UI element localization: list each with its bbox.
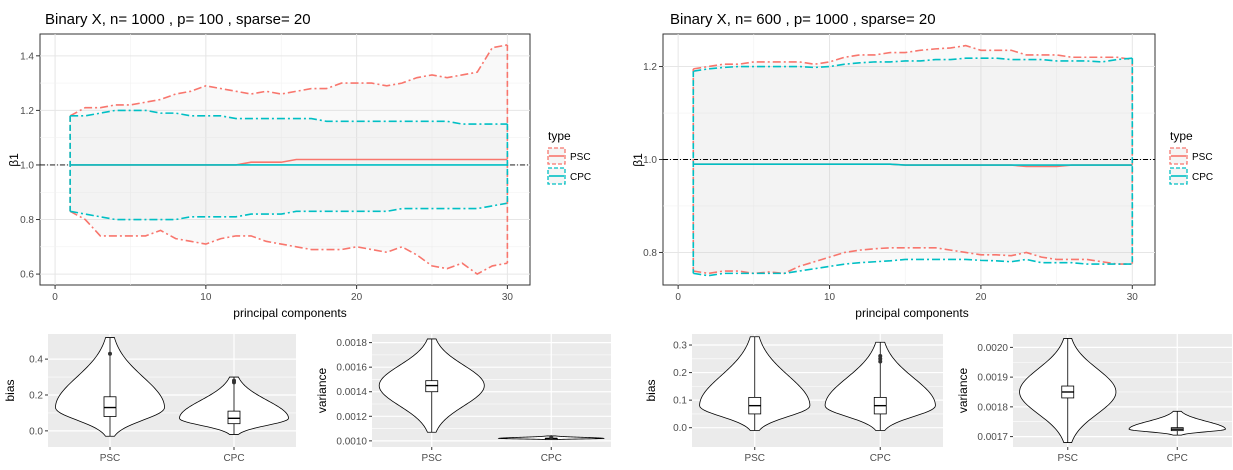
psc-ribbon	[70, 44, 508, 275]
y-tick-label: 0.0018	[336, 338, 367, 349]
legend-title: type	[548, 129, 571, 143]
psc-box	[103, 396, 117, 417]
x-tick-label-cpc: CPC	[870, 453, 891, 464]
psc-lower-line	[69, 210, 508, 276]
cpc-outlier	[549, 435, 554, 440]
cpc-upper-line	[693, 57, 1133, 72]
y-tick-label: 0.0018	[977, 402, 1008, 413]
x-tick-label: 20	[975, 292, 987, 303]
x-tick-label: 0	[675, 292, 681, 303]
y-tick-label: 1.2	[643, 62, 657, 73]
cpc-outlier	[878, 356, 883, 361]
x-tick-label: 30	[502, 292, 514, 303]
y-tick-label: 0.0019	[977, 373, 1008, 384]
x-tick-label-cpc: CPC	[1167, 453, 1188, 464]
x-tick-label: 20	[351, 292, 363, 303]
y-tick-label: 0.0020	[977, 343, 1008, 354]
y-tick-label: 1.0	[20, 160, 34, 171]
y-tick-label: 0.0	[673, 423, 687, 434]
psc-outlier	[108, 351, 112, 356]
y-axis-title: bias	[644, 379, 658, 401]
y-tick-label: 0.4	[29, 355, 43, 366]
y-axis-title: bias	[3, 379, 17, 401]
chart-title: Binary X, n= 600 , p= 1000 , sparse= 20	[670, 11, 936, 28]
y-tick-label: 0.3	[673, 341, 687, 352]
legend-label-psc: PSC	[1192, 152, 1213, 163]
y-tick-label: 0.0017	[977, 432, 1008, 443]
y-tick-label: 1.2	[20, 106, 34, 117]
x-tick-label: 30	[1127, 292, 1139, 303]
cpc-ribbon	[693, 58, 1133, 276]
cpc-outlier	[878, 359, 883, 364]
y-tick-label: 1.4	[20, 51, 34, 62]
legend-label-cpc: CPC	[1192, 172, 1213, 183]
top-right-line-chart: Binary X, n= 600 , p= 1000 , sparse= 20 …	[631, 11, 1213, 320]
y-tick-label: 0.2	[29, 390, 43, 401]
psc-upper-line	[69, 44, 508, 117]
y-tick-label: 1.0	[643, 155, 657, 166]
y-axis-title: β1	[631, 153, 645, 167]
y-tick-label: 0.8	[20, 215, 34, 226]
y-tick-label: 0.2	[673, 368, 687, 379]
x-axis-title: principal components	[233, 306, 346, 320]
psc-upper-line	[693, 44, 1133, 70]
x-tick-label: 0	[52, 292, 58, 303]
x-tick-label: 10	[824, 292, 836, 303]
y-tick-label: 0.0010	[336, 436, 367, 447]
cpc-lower-line	[70, 202, 508, 221]
cpc-mean-line	[693, 163, 1133, 166]
legend: type PSC CPC	[1169, 129, 1213, 185]
x-tick-label-psc: PSC	[744, 453, 765, 464]
x-tick-label-psc: PSC	[100, 453, 121, 464]
legend-label-cpc: CPC	[570, 172, 591, 183]
x-tick-label-psc: PSC	[421, 453, 442, 464]
y-tick-label: 0.0014	[336, 387, 367, 398]
x-axis-title: principal components	[855, 306, 968, 320]
violin-variance-left: 0.0010 0.0012 0.0014 0.0016 0.0018 PSC CPC vari…	[315, 334, 611, 464]
y-tick-label: 0.0012	[336, 412, 367, 423]
top-left-line-chart: Binary X, n= 1000 , p= 100 , sparse= 20 …	[7, 11, 591, 320]
y-axis-title: β1	[7, 153, 21, 167]
psc-ribbon	[693, 45, 1133, 274]
y-tick-label: 0.0	[29, 426, 43, 437]
y-axis-title: variance	[315, 367, 329, 413]
x-tick-label: 10	[200, 292, 212, 303]
cpc-lower-line	[693, 258, 1133, 277]
x-tick-label-psc: PSC	[1057, 453, 1078, 464]
y-tick-label: 0.8	[643, 248, 657, 259]
cpc-box	[227, 410, 241, 425]
violin-bias-left: 0.0 0.2 0.4 PSC CPC bias	[3, 334, 296, 464]
legend-label-psc: PSC	[570, 152, 591, 163]
violin-variance-right: 0.0017 0.0018 0.0019 0.0020 PSC CPC variance	[956, 334, 1232, 464]
violin-bias-right: 0.0 0.1 0.2 0.3 PSC CPC bias	[644, 334, 943, 464]
legend-title: type	[1170, 129, 1193, 143]
chart-title: Binary X, n= 1000 , p= 100 , sparse= 20	[45, 11, 311, 28]
y-tick-label: 0.0016	[336, 363, 367, 374]
x-tick-label-cpc: CPC	[223, 453, 244, 464]
legend: type PSC CPC	[547, 129, 591, 185]
x-tick-label-cpc: CPC	[541, 453, 562, 464]
y-tick-label: 0.1	[673, 396, 687, 407]
cpc-outlier	[232, 378, 236, 383]
y-tick-label: 0.6	[20, 270, 34, 281]
psc-lower-line	[693, 247, 1133, 275]
cpc-outlier	[878, 354, 883, 359]
y-axis-title: variance	[956, 367, 970, 413]
cpc-upper-line	[70, 109, 508, 125]
